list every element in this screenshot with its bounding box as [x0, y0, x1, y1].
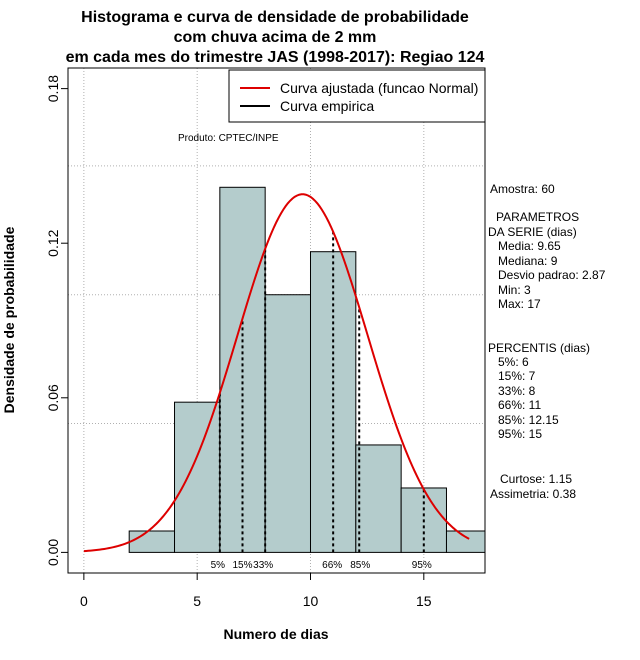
percentile-label-1: 15% — [232, 560, 252, 571]
normal-fit-curve — [83, 193, 470, 553]
x-tick-label-1: 5 — [193, 593, 201, 609]
y-tick-label-0: 0.00 — [45, 539, 61, 566]
param-min: Min: 3 — [498, 283, 531, 297]
product-credit: Produto: CPTEC/INPE — [178, 133, 279, 144]
param-mediana: Mediana: 9 — [498, 254, 558, 268]
histogram-bar-1 — [174, 401, 221, 553]
x-tick-label-0: 0 — [80, 593, 88, 609]
x-axis: 0 5 10 15 — [80, 572, 432, 609]
y-axis-label: Densidade de probabilidade — [1, 226, 17, 413]
x-tick-label-3: 15 — [416, 593, 432, 609]
percentil-95: 95%: 15 — [498, 427, 542, 441]
percentile-label-3: 66% — [322, 560, 342, 571]
histogram-bar-0 — [128, 530, 176, 553]
param-max: Max: 17 — [498, 297, 541, 311]
percentil-15: 15%: 7 — [498, 369, 536, 383]
percentil-85: 85%: 12.15 — [498, 413, 559, 427]
percentile-label-0: 5% — [211, 560, 226, 571]
histogram-bar-5 — [355, 444, 402, 553]
percentile-lines — [218, 231, 425, 553]
histogram-bar-7 — [445, 530, 486, 553]
y-axis: 0.00 0.06 0.12 0.18 — [45, 75, 69, 566]
histogram-bar-3 — [264, 294, 311, 553]
assimetria: Assimetria: 0.38 — [490, 487, 576, 501]
y-tick-label-2: 0.12 — [45, 229, 61, 256]
legend-label-empirical: Curva empirica — [280, 98, 374, 114]
chart-title-line-1: Histograma e curva de densidade de proba… — [81, 9, 469, 26]
x-tick-label-2: 10 — [303, 593, 319, 609]
percentile-label-5: 95% — [412, 560, 432, 571]
grid-lines — [68, 68, 485, 573]
chart-title-line-2: com chuva acima de 2 mm — [174, 29, 377, 46]
curtose: Curtose: 1.15 — [500, 472, 572, 486]
percentis-title: PERCENTIS (dias) — [488, 341, 590, 355]
percentil-66: 66%: 11 — [498, 398, 541, 412]
percentil-5: 5%: 6 — [498, 355, 529, 369]
percentile-labels: 5% 15% 33% 66% 85% 95% — [211, 560, 432, 571]
legend: Curva ajustada (funcao Normal) Curva emp… — [228, 69, 486, 123]
x-axis-label: Numero de dias — [223, 626, 328, 642]
chart-title-line-3: em cada mes do trimestre JAS (1998-2017)… — [66, 49, 485, 66]
sample-size: Amostra: 60 — [490, 182, 555, 196]
legend-label-fitted: Curva ajustada (funcao Normal) — [280, 80, 478, 96]
y-tick-label-1: 0.06 — [45, 384, 61, 411]
y-tick-label-3: 0.18 — [45, 75, 61, 102]
percentile-label-4: 85% — [350, 560, 370, 571]
params-subtitle: DA SERIE (dias) — [488, 225, 577, 239]
percentile-label-2: 33% — [253, 560, 273, 571]
param-desvio: Desvio padrao: 2.87 — [498, 268, 606, 282]
legend-box — [228, 69, 486, 123]
param-media: Media: 9.65 — [498, 239, 561, 253]
percentil-33: 33%: 8 — [498, 384, 536, 398]
histogram-bars — [128, 186, 486, 553]
params-title: PARAMETROS — [496, 210, 579, 224]
stats-panel: Amostra: 60 PARAMETROS DA SERIE (dias) M… — [488, 182, 606, 501]
